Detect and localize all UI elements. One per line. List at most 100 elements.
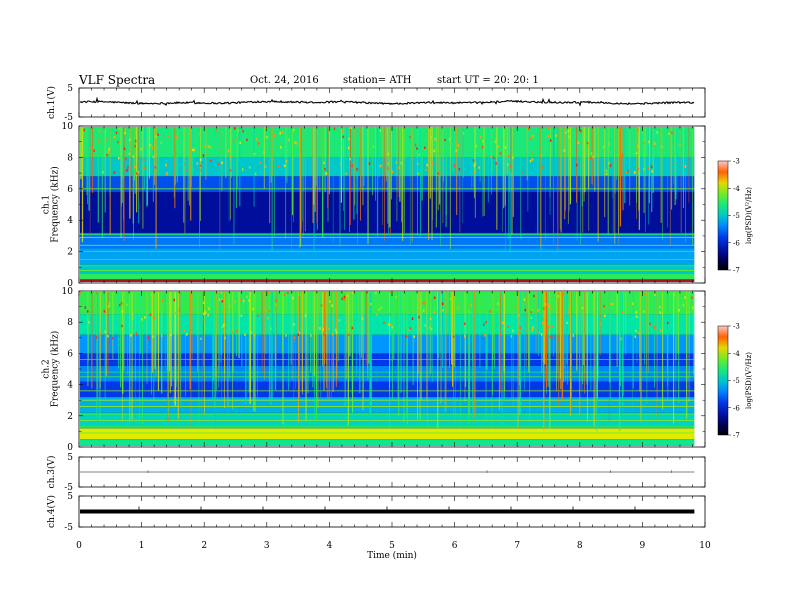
psd-speckle (590, 152, 593, 155)
psd-speckle (522, 171, 524, 174)
frequency-band (80, 176, 695, 192)
psd-speckle (678, 309, 681, 312)
psd-speckle (492, 156, 495, 160)
x-tick-label: 1 (139, 541, 145, 551)
psd-speckle (268, 309, 270, 313)
psd-speckle (643, 310, 645, 313)
psd-speckle (405, 335, 408, 338)
y-tick-label: 0 (67, 279, 73, 289)
y-axis-label-line: ch.4(V) (46, 495, 57, 528)
psd-speckle (118, 127, 120, 131)
psd-speckle (433, 296, 436, 300)
psd-speckle (250, 331, 252, 334)
psd-speckle (277, 165, 280, 168)
psd-speckle (635, 151, 638, 155)
y-tick-label: 5 (67, 453, 73, 463)
psd-speckle (322, 328, 324, 331)
psd-speckle (417, 172, 420, 175)
psd-speckle (254, 172, 257, 176)
psd-speckle (472, 159, 475, 162)
colorbar-tick-label: -4 (733, 185, 740, 193)
psd-speckle (167, 135, 170, 138)
psd-speckle (240, 298, 242, 302)
psd-speckle (152, 155, 155, 159)
psd-speckle (320, 304, 323, 307)
psd-speckle (568, 135, 570, 138)
psd-speckle (557, 295, 560, 298)
psd-speckle (391, 326, 394, 329)
y-tick-label: 4 (67, 216, 73, 226)
psd-speckle (470, 303, 472, 307)
psd-speckle (370, 302, 372, 306)
psd-speckle (348, 146, 350, 150)
psd-speckle (395, 161, 398, 164)
psd-speckle (400, 161, 403, 165)
psd-speckle (220, 292, 222, 294)
psd-speckle (103, 310, 106, 313)
psd-speckle (519, 326, 521, 329)
psd-speckle (221, 161, 223, 165)
psd-speckle (509, 164, 511, 168)
psd-speckle (413, 335, 416, 338)
psd-speckle (96, 292, 98, 295)
psd-speckle (351, 164, 353, 167)
frequency-band (80, 334, 695, 354)
psd-speckle (285, 334, 287, 337)
psd-speckle (160, 334, 163, 338)
psd-speckle (199, 168, 201, 172)
psd-speckle (562, 292, 565, 296)
y-tick-label: 8 (67, 153, 73, 163)
psd-speckle (118, 156, 120, 160)
psd-speckle (485, 320, 487, 324)
psd-speckle (605, 169, 608, 173)
psd-speckle (458, 167, 461, 171)
psd-speckle (193, 148, 195, 152)
psd-speckle (312, 325, 315, 328)
psd-speckle (462, 132, 465, 135)
psd-speckle (430, 327, 433, 331)
y-axis-label-line: Frequency (kHz) (50, 166, 61, 243)
psd-speckle (131, 317, 134, 320)
psd-speckle (380, 306, 382, 310)
colorbar-tick-label: -4 (733, 350, 740, 358)
date-label: Oct. 24, 2016 (250, 75, 319, 86)
psd-speckle (542, 317, 545, 321)
psd-speckle (256, 314, 259, 318)
psd-speckle (279, 146, 282, 149)
psd-speckle (288, 138, 290, 142)
psd-speckle (432, 162, 434, 165)
psd-speckle (383, 321, 385, 325)
psd-speckle (83, 128, 85, 132)
y-tick-label: 2 (67, 248, 73, 258)
psd-speckle (229, 154, 232, 158)
psd-speckle (144, 146, 147, 150)
psd-speckle (242, 299, 245, 303)
psd-speckle (530, 136, 532, 140)
psd-speckle (634, 335, 637, 338)
psd-speckle (335, 328, 337, 332)
psd-speckle (544, 303, 547, 306)
psd-speckle (414, 143, 417, 147)
psd-speckle (283, 293, 286, 296)
psd-speckle (543, 307, 545, 310)
frequency-band (80, 397, 695, 413)
frequency-band (80, 292, 695, 315)
psd-speckle (207, 145, 210, 148)
psd-speckle (208, 307, 210, 311)
psd-speckle (203, 312, 205, 316)
psd-speckle (444, 138, 446, 142)
psd-speckle (124, 128, 127, 132)
psd-speckle (253, 334, 256, 337)
psd-speckle (104, 330, 107, 333)
psd-speckle (635, 329, 637, 333)
start-time-label: start UT = 20: 20: 1 (437, 75, 539, 86)
psd-speckle (199, 132, 201, 136)
psd-speckle (549, 139, 552, 142)
psd-speckle (580, 130, 582, 133)
psd-speckle (507, 154, 510, 158)
psd-speckle (140, 147, 142, 151)
psd-speckle (131, 313, 134, 317)
psd-speckle (240, 314, 243, 317)
spectrogram-image (80, 292, 695, 446)
psd-speckle (157, 133, 159, 136)
